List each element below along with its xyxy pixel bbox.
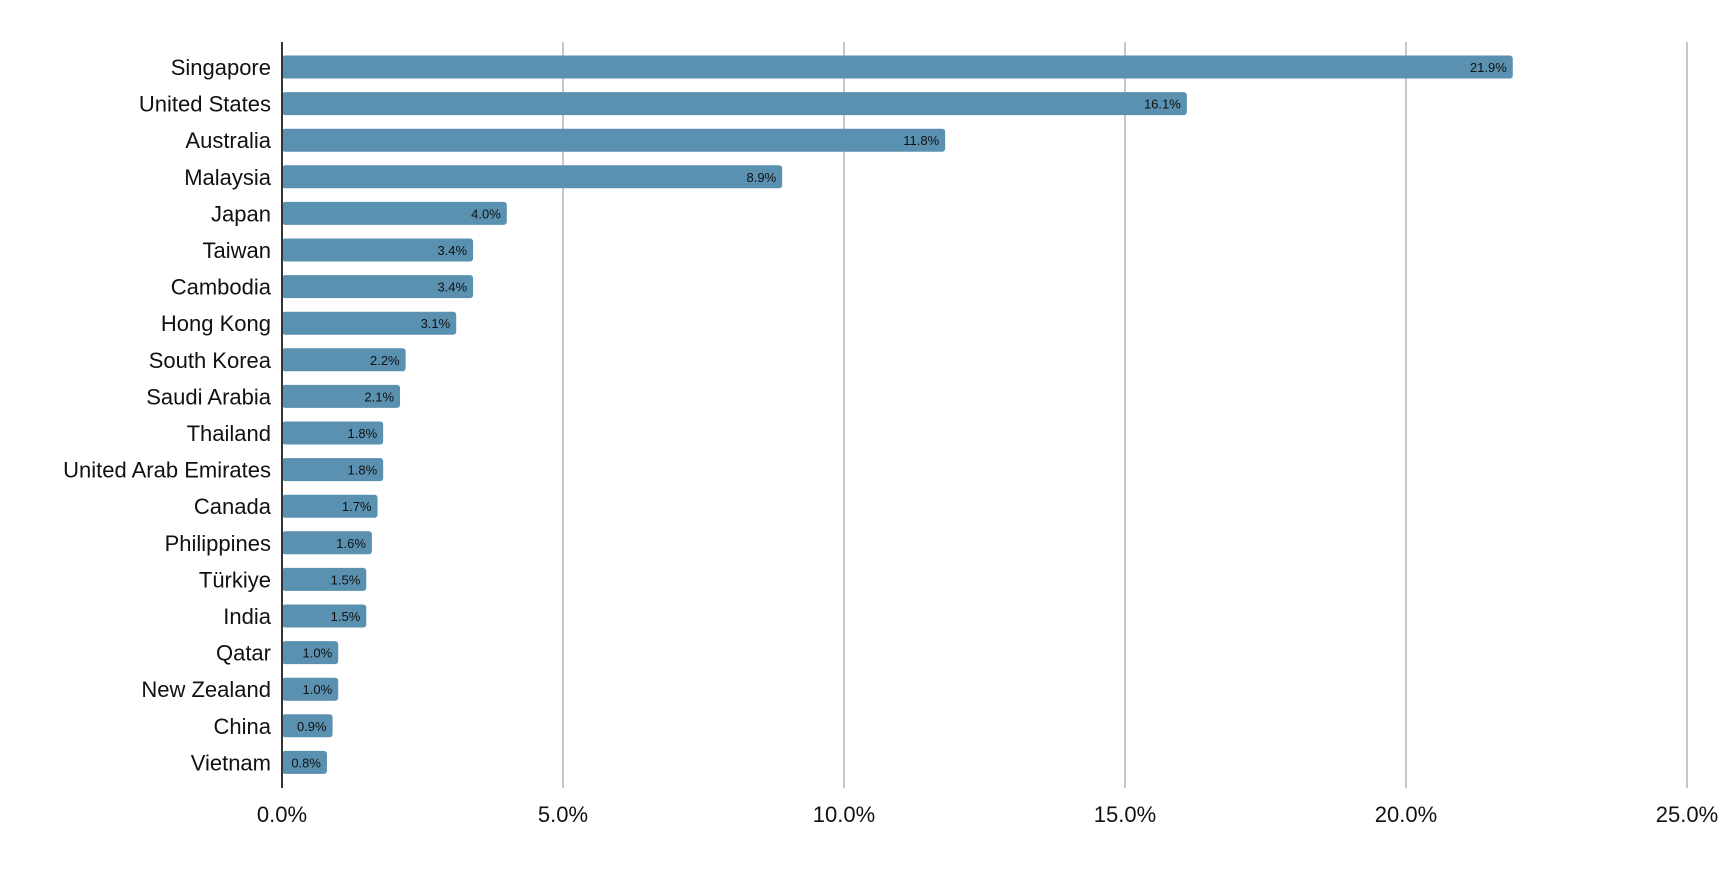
x-tick-label: 0.0% [257, 802, 307, 827]
data-label: 3.4% [437, 243, 467, 258]
bar [282, 238, 474, 262]
data-label: 1.8% [348, 463, 378, 478]
category-label: Philippines [165, 531, 271, 556]
category-labels: Singapore United States Australia Malaysia J… [63, 55, 272, 775]
data-label: 3.1% [421, 316, 451, 331]
bars: 21.9% 16.1% 11.8% 8.9% 4.0% 3.4% 3.4% 3.1% 2.2% 2… [282, 55, 1513, 774]
bar [282, 604, 367, 628]
bar [282, 421, 384, 445]
bar [282, 128, 946, 152]
bar [282, 567, 367, 591]
bar [282, 275, 474, 299]
bar [282, 641, 339, 665]
data-label: 21.9% [1470, 60, 1507, 75]
data-label: 3.4% [437, 280, 467, 295]
data-label: 11.8% [903, 133, 939, 148]
data-label: 1.0% [303, 646, 333, 661]
data-label: 4.0% [471, 206, 501, 221]
data-label: 0.9% [297, 719, 327, 734]
data-label: 2.2% [370, 353, 400, 368]
bar [282, 92, 1187, 116]
data-label: 1.5% [331, 609, 361, 624]
x-tick-label: 15.0% [1094, 802, 1156, 827]
bar [282, 311, 457, 335]
bar [282, 201, 507, 225]
category-label: Japan [211, 201, 271, 226]
category-label: Türkiye [199, 567, 271, 592]
data-label: 8.9% [747, 170, 777, 185]
bar [282, 165, 783, 189]
category-label: Qatar [216, 641, 271, 666]
category-label: Malaysia [184, 165, 272, 190]
category-label: Singapore [171, 55, 271, 80]
data-label: 0.8% [291, 755, 321, 770]
data-label: 2.1% [364, 389, 394, 404]
category-label: Vietnam [191, 750, 271, 775]
bar [282, 750, 327, 774]
x-tick-labels: 0.0% 5.0% 10.0% 15.0% 20.0% 25.0% [257, 802, 1718, 827]
bar [282, 531, 372, 555]
category-label: Canada [194, 494, 272, 519]
category-label: Cambodia [171, 275, 272, 300]
category-label: Hong Kong [161, 311, 271, 336]
bar [282, 55, 1513, 79]
category-label: United Arab Emirates [63, 458, 271, 483]
x-tick-label: 5.0% [538, 802, 588, 827]
category-label: New Zealand [141, 677, 271, 702]
bar [282, 348, 406, 372]
bar [282, 384, 401, 408]
category-label: South Korea [149, 348, 272, 373]
x-tick-label: 10.0% [813, 802, 875, 827]
category-label: Taiwan [203, 238, 271, 263]
data-label: 1.5% [331, 572, 361, 587]
gridlines [562, 42, 1688, 788]
bar [282, 714, 333, 738]
category-label: Thailand [187, 421, 271, 446]
data-label: 1.6% [336, 536, 366, 551]
data-label: 1.0% [303, 682, 333, 697]
category-label: Australia [185, 128, 271, 153]
data-label: 1.7% [342, 499, 372, 514]
bar [282, 458, 384, 482]
category-label: Saudi Arabia [146, 384, 272, 409]
data-label: 16.1% [1144, 97, 1181, 112]
category-label: India [223, 604, 271, 629]
bar [282, 494, 378, 518]
category-label: China [214, 714, 272, 739]
data-label: 1.8% [348, 426, 378, 441]
x-tick-label: 25.0% [1656, 802, 1718, 827]
x-tick-label: 20.0% [1375, 802, 1437, 827]
category-label: United States [139, 92, 271, 117]
bar [282, 677, 339, 701]
